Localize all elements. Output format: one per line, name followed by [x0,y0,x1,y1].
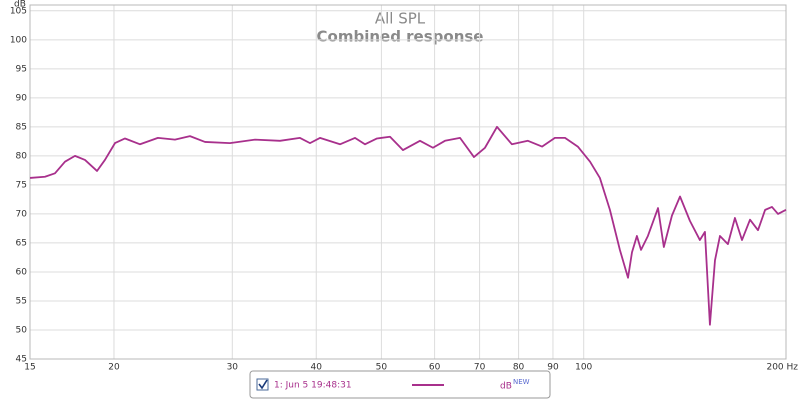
y-tick-label: 90 [16,93,28,103]
chart-subtitle: Combined response [317,28,484,46]
x-tick-label: 40 [311,363,323,373]
y-tick-label: 100 [10,35,27,45]
y-tick-label: 50 [16,325,28,335]
y-tick-label: 45 [16,355,27,365]
x-tick-label: 30 [227,363,239,373]
x-tick-label: 60 [429,363,441,373]
series-line [29,125,787,326]
x-tick-label: 15 [24,363,35,373]
legend-label: 1: Jun 5 19:48:31 [274,381,352,391]
plot-area [29,4,787,360]
x-tick-label: 90 [547,363,559,373]
chart-title: All SPL [375,10,426,28]
y-tick-label: 105 [10,6,27,16]
y-tick-label: 55 [16,296,27,306]
x-tick-label: 50 [376,363,388,373]
checkbox-check [258,379,268,390]
legend-box [249,370,551,399]
x-tick-label: 80 [513,363,525,373]
y-tick-label: 95 [16,64,27,74]
y-tick-label: 85 [16,122,27,132]
legend-unit: dB [500,382,512,392]
y-tick-label: 60 [16,267,28,277]
x-tick-label: 100 [575,363,592,373]
x-tick-label: 20 [108,363,120,373]
legend-checkbox[interactable] [256,378,269,391]
x-tick-label: 200 Hz [766,363,798,373]
y-axis-unit: dB [14,0,26,10]
x-tick-label: 70 [474,363,486,373]
y-tick-label: 65 [16,238,27,248]
y-tick-label: 70 [16,209,28,219]
y-tick-label: 75 [16,180,27,190]
legend-badge: NEW [513,378,530,386]
y-tick-label: 80 [16,151,28,161]
